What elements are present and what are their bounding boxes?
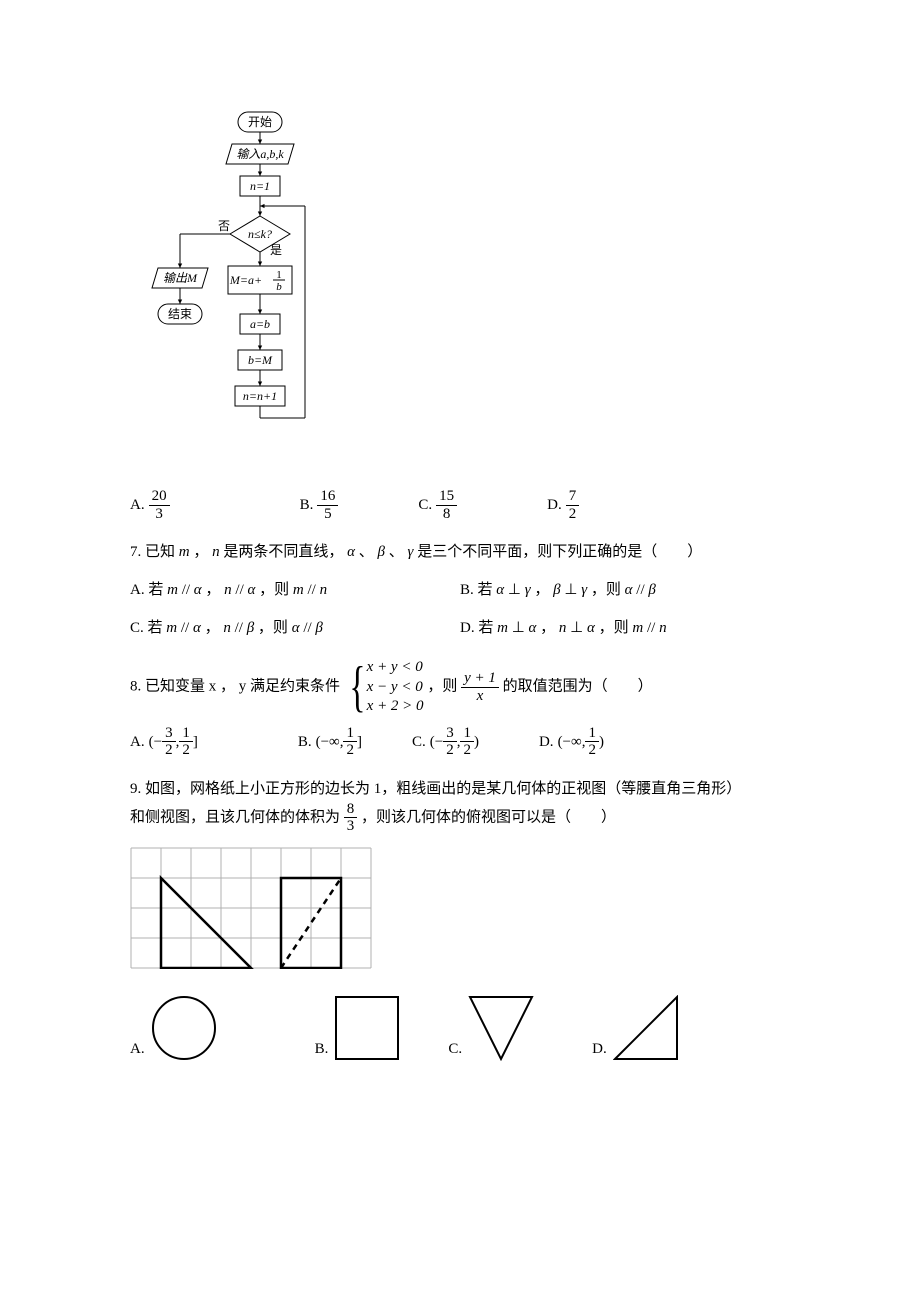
q9: 9. 如图，网格纸上小正方形的边长为 1，粗线画出的是某几何体的正视图（等腰直角… — [130, 777, 790, 1061]
q9-opt-c: C. — [448, 995, 534, 1061]
q8-suffix: 的取值范围为（ ） — [503, 679, 653, 695]
svg-text:b: b — [276, 281, 282, 293]
q9-vol-frac: 8 3 — [344, 801, 358, 835]
q8-opt-a: A.(−32,12] — [130, 725, 198, 759]
q8-opt-c: C.(−32,12) — [412, 725, 479, 759]
svg-text:n=1: n=1 — [250, 179, 270, 193]
q8-stem-prefix: 8. 已知变量 x ， y 满足约束条件 — [130, 679, 340, 695]
option-letter: A. — [130, 1037, 145, 1061]
q9-line2: 和侧视图，且该几何体的体积为 8 3 ，则该几何体的俯视图可以是（ ） — [130, 801, 790, 835]
q6-opt-c: C.158 — [418, 488, 457, 522]
circle-icon — [151, 995, 217, 1061]
svg-text:1: 1 — [276, 269, 282, 281]
q6-opt-a: A.203 — [130, 488, 170, 522]
q7-opt-c: C. 若 m // α ， n // β ，则 α // β — [130, 616, 460, 640]
square-icon — [334, 995, 400, 1061]
q8-opt-b: B.(−∞,12] — [298, 725, 362, 759]
q8-c1: x + y < 0 — [367, 659, 423, 675]
q9-grid-svg — [130, 847, 372, 969]
q9-opt-a: A. — [130, 995, 217, 1061]
q9-line1: 9. 如图，网格纸上小正方形的边长为 1，粗线画出的是某几何体的正视图（等腰直角… — [130, 777, 790, 801]
q9-opt-b: B. — [315, 995, 401, 1061]
q8-c3: x + 2 > 0 — [367, 698, 424, 714]
option-letter: D. — [592, 1037, 607, 1061]
svg-text:否: 否 — [218, 219, 230, 233]
q7-opt-d: D. 若 m ⊥ α ， n ⊥ α ，则 m // n — [460, 616, 790, 640]
q8-constraints: { x + y < 0 x − y < 0 x + 2 > 0 — [344, 658, 424, 717]
q9-opt-d: D. — [592, 995, 679, 1061]
q8-opt-d: D.(−∞,12) — [539, 725, 604, 759]
q8: 8. 已知变量 x ， y 满足约束条件 { x + y < 0 x − y <… — [130, 658, 790, 759]
option-letter: C. — [448, 1037, 462, 1061]
svg-text:b=M: b=M — [248, 353, 273, 367]
q9-shape-options: A. B. C. D. — [130, 995, 790, 1061]
q9-grid-figure — [130, 847, 790, 977]
flowchart-svg: 否是开始输入a,b,kn=1n≤k?输出M结束M=a+1ba=bb=Mn=n+1 — [140, 110, 328, 450]
q7-options: A. 若 m // α ， n // α ，则 m // n B. 若 α ⊥ … — [130, 564, 790, 640]
brace-icon: { — [349, 659, 365, 715]
triangle-right-icon — [613, 995, 679, 1061]
triangle-down-icon — [468, 995, 534, 1061]
q6-opt-b: B.165 — [300, 488, 339, 522]
q7-opt-b: B. 若 α ⊥ γ ， β ⊥ γ ，则 α // β — [460, 578, 790, 602]
svg-text:n≤k?: n≤k? — [248, 227, 272, 241]
q7: 7. 已知 m ， n 是两条不同直线， α 、 β 、 γ 是三个不同平面，则… — [130, 540, 790, 640]
svg-text:a=b: a=b — [250, 317, 270, 331]
svg-text:M=a+: M=a+ — [229, 273, 262, 287]
svg-text:开始: 开始 — [248, 115, 272, 129]
q8-mid: ，则 — [427, 679, 457, 695]
q6-opt-d: D.72 — [547, 488, 579, 522]
svg-text:输出M: 输出M — [163, 271, 198, 285]
svg-text:输入a,b,k: 输入a,b,k — [236, 147, 284, 161]
q8-stem: 8. 已知变量 x ， y 满足约束条件 { x + y < 0 x − y <… — [130, 658, 790, 717]
option-letter: B. — [315, 1037, 329, 1061]
q7-stem: 7. 已知 m ， n 是两条不同直线， α 、 β 、 γ 是三个不同平面，则… — [130, 540, 790, 564]
flowchart-figure: 否是开始输入a,b,kn=1n≤k?输出M结束M=a+1ba=bb=Mn=n+1 — [140, 110, 790, 458]
svg-text:结束: 结束 — [168, 307, 192, 321]
q8-c2: x − y < 0 — [367, 679, 423, 695]
q6-options: A.203 B.165 C.158 D.72 — [130, 488, 790, 522]
q8-options: A.(−32,12] B.(−∞,12] C.(−32,12) D.(−∞,12) — [130, 725, 790, 759]
q7-opt-a: A. 若 m // α ， n // α ，则 m // n — [130, 578, 460, 602]
svg-text:n=n+1: n=n+1 — [243, 389, 277, 403]
q8-frac: y + 1 x — [461, 670, 499, 704]
